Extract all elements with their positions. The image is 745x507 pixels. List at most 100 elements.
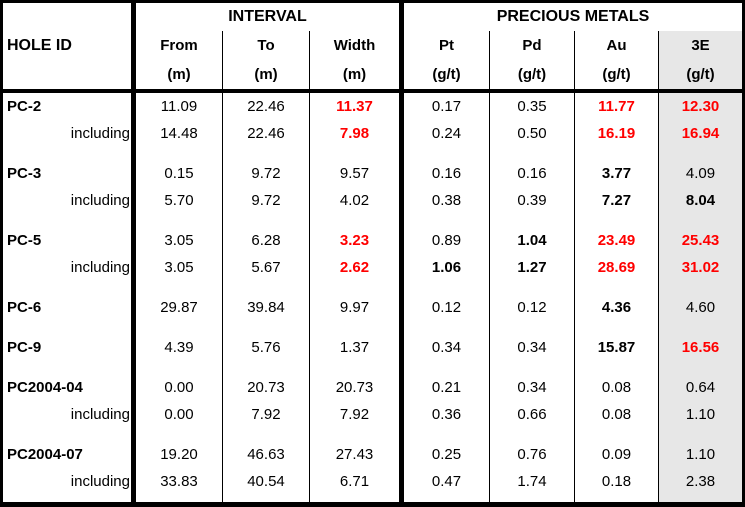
spacer-cell	[3, 321, 131, 334]
spacer-cell	[658, 147, 742, 160]
spacer-cell	[574, 214, 658, 227]
spacer-row	[3, 281, 742, 294]
spacer-cell	[574, 147, 658, 160]
value-cell: 2.38	[658, 468, 742, 495]
spacer-cell	[3, 361, 131, 374]
value-cell: 20.73	[222, 374, 309, 401]
value-cell: 1.10	[658, 441, 742, 468]
value-cell: 27.43	[309, 441, 399, 468]
spacer-cell	[658, 281, 742, 294]
table-row: PC-9 4.39 5.76 1.37 0.34 0.34 15.87 16.56	[3, 334, 742, 361]
column-name-row: From To Width Pt Pd Au 3E	[131, 31, 742, 59]
value-cell: 7.27	[574, 187, 658, 214]
value-cell: 0.08	[574, 374, 658, 401]
spacer-cell	[574, 281, 658, 294]
value-cell: 16.94	[658, 120, 742, 147]
hole-id-cell: PC-2	[7, 98, 42, 115]
spacer-cell	[489, 428, 574, 441]
spacer-cell	[399, 495, 489, 502]
value-cell: 0.89	[399, 227, 489, 254]
value-cell: 5.67	[222, 254, 309, 281]
spacer-cell	[658, 428, 742, 441]
value-cell: 15.87	[574, 334, 658, 361]
col-header-pd: Pd	[489, 31, 574, 59]
value-cell: 19.20	[131, 441, 222, 468]
hole-id-cell: including	[70, 259, 130, 276]
table-row: PC2004-04 0.00 20.73 20.73 0.21 0.34 0.08 0.64	[3, 374, 742, 401]
spacer-cell	[3, 428, 131, 441]
value-cell: 4.39	[131, 334, 222, 361]
value-cell: 5.76	[222, 334, 309, 361]
value-cell: 46.63	[222, 441, 309, 468]
value-cell: 16.19	[574, 120, 658, 147]
value-cell: 3.05	[131, 254, 222, 281]
value-cell: 0.24	[399, 120, 489, 147]
spacer-row	[3, 361, 742, 374]
precious-metals-group-header: PRECIOUS METALS	[399, 3, 742, 31]
unit-from: (m)	[131, 59, 222, 89]
spacer-cell	[574, 361, 658, 374]
spacer-cell	[131, 281, 222, 294]
spacer-cell	[489, 281, 574, 294]
value-cell: 0.15	[131, 160, 222, 187]
value-cell: 9.72	[222, 187, 309, 214]
spacer-cell	[658, 321, 742, 334]
value-cell: 8.04	[658, 187, 742, 214]
unit-3e: (g/t)	[658, 59, 742, 89]
spacer-cell	[489, 147, 574, 160]
value-cell: 0.34	[489, 374, 574, 401]
value-cell: 29.87	[131, 294, 222, 321]
spacer-cell	[3, 281, 131, 294]
value-cell: 3.05	[131, 227, 222, 254]
col-header-to: To	[222, 31, 309, 59]
spacer-cell	[3, 495, 131, 502]
spacer-cell	[399, 214, 489, 227]
value-cell: 22.46	[222, 93, 309, 120]
hole-id-cell: including	[70, 192, 130, 209]
spacer-cell	[574, 495, 658, 502]
col-header-au: Au	[574, 31, 658, 59]
value-cell: 9.72	[222, 160, 309, 187]
value-cell: 0.34	[489, 334, 574, 361]
value-cell: 11.09	[131, 93, 222, 120]
value-cell: 1.10	[658, 401, 742, 428]
hole-id-cell: PC2004-04	[7, 379, 83, 396]
spacer-cell	[489, 214, 574, 227]
value-cell: 0.36	[399, 401, 489, 428]
spacer-cell	[131, 361, 222, 374]
value-cell: 31.02	[658, 254, 742, 281]
hole-id-header: HOLE ID	[7, 37, 72, 54]
spacer-cell	[489, 321, 574, 334]
spacer-cell	[131, 147, 222, 160]
hole-id-cell: PC-3	[7, 165, 42, 182]
unit-to: (m)	[222, 59, 309, 89]
value-cell: 40.54	[222, 468, 309, 495]
spacer-cell	[399, 321, 489, 334]
spacer-cell	[399, 147, 489, 160]
value-cell: 0.08	[574, 401, 658, 428]
value-cell: 25.43	[658, 227, 742, 254]
value-cell: 6.28	[222, 227, 309, 254]
table-row: PC2004-07 19.20 46.63 27.43 0.25 0.76 0.09 1.10	[3, 441, 742, 468]
value-cell: 4.60	[658, 294, 742, 321]
value-cell: 0.12	[399, 294, 489, 321]
unit-au: (g/t)	[574, 59, 658, 89]
value-cell: 0.17	[399, 93, 489, 120]
value-cell: 0.00	[131, 401, 222, 428]
spacer-cell	[658, 495, 742, 502]
col-header-width: Width	[309, 31, 399, 59]
value-cell: 23.49	[574, 227, 658, 254]
col-header-3e: 3E	[658, 31, 742, 59]
spacer-cell	[399, 361, 489, 374]
table-row: including 0.00 7.92 7.92 0.36 0.66 0.08 1.10	[3, 401, 742, 428]
value-cell: 9.57	[309, 160, 399, 187]
table-row: including 33.83 40.54 6.71 0.47 1.74 0.18 2.38	[3, 468, 742, 495]
value-cell: 0.25	[399, 441, 489, 468]
table-row: PC-5 3.05 6.28 3.23 0.89 1.04 23.49 25.43	[3, 227, 742, 254]
hole-id-cell: PC-6	[7, 299, 42, 316]
spacer-cell	[574, 428, 658, 441]
value-cell: 0.76	[489, 441, 574, 468]
table-row: PC-3 0.15 9.72 9.57 0.16 0.16 3.77 4.09	[3, 160, 742, 187]
col-header-pt: Pt	[399, 31, 489, 59]
